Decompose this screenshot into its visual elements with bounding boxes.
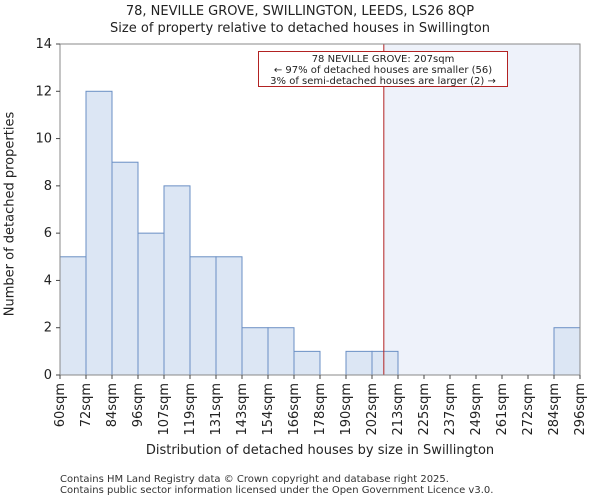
chart-title: 78, NEVILLE GROVE, SWILLINGTON, LEEDS, L… xyxy=(125,4,475,19)
histogram-bar xyxy=(241,327,269,376)
annotation-line-2: ← 97% of detached houses are smaller (56… xyxy=(273,65,493,76)
y-tick-label: 12 xyxy=(35,84,52,99)
histogram-bar xyxy=(137,232,165,376)
x-tick-label: 107sqm xyxy=(157,383,172,436)
y-tick-label: 10 xyxy=(35,132,52,147)
histogram-bar xyxy=(215,256,243,376)
x-tick-label: 249sqm xyxy=(469,383,484,436)
x-tick-label: 96sqm xyxy=(131,383,146,427)
x-tick-label: 190sqm xyxy=(339,383,354,436)
x-tick-label: 166sqm xyxy=(287,383,302,436)
footer-licence: Contains public sector information licen… xyxy=(60,485,494,496)
histogram-bar xyxy=(371,350,399,376)
x-tick-label: 60sqm xyxy=(53,383,68,427)
y-axis-label: Number of detached properties xyxy=(2,111,18,317)
x-tick-label: 272sqm xyxy=(521,383,536,436)
x-tick-label: 296sqm xyxy=(573,383,588,436)
highlight-region xyxy=(383,44,580,375)
x-axis-label: Distribution of detached houses by size … xyxy=(145,443,495,458)
footer-copyright: Contains HM Land Registry data © Crown c… xyxy=(60,474,449,485)
y-tick-label: 14 xyxy=(35,37,52,52)
x-tick-label: 143sqm xyxy=(235,383,250,436)
annotation-line-3: 3% of semi-detached houses are larger (2… xyxy=(270,76,496,87)
property-annotation-box: 78 NEVILLE GROVE: 207sqm ← 97% of detach… xyxy=(258,51,508,87)
chart-subtitle: Size of property relative to detached ho… xyxy=(110,21,490,36)
histogram-bar xyxy=(163,185,191,376)
x-tick-label: 225sqm xyxy=(417,383,432,436)
y-tick-label: 0 xyxy=(44,368,52,383)
y-tick-label: 6 xyxy=(44,226,52,241)
x-tick-label: 213sqm xyxy=(391,383,406,436)
y-tick-label: 2 xyxy=(44,321,52,336)
histogram-bar xyxy=(111,161,139,376)
x-tick-label: 237sqm xyxy=(443,383,458,436)
x-tick-label: 119sqm xyxy=(183,383,198,436)
y-tick-label: 8 xyxy=(44,179,52,194)
x-tick-label: 261sqm xyxy=(495,383,510,436)
histogram-bar xyxy=(553,327,581,376)
annotation-line-1: 78 NEVILLE GROVE: 207sqm xyxy=(311,54,455,65)
x-tick-label: 72sqm xyxy=(79,383,94,427)
histogram-bar xyxy=(59,256,87,376)
histogram-bar xyxy=(345,350,373,376)
histogram-bar xyxy=(189,256,217,376)
x-tick-label: 284sqm xyxy=(547,383,562,436)
histogram-bar xyxy=(293,350,321,376)
x-tick-label: 84sqm xyxy=(105,383,120,427)
y-tick-label: 4 xyxy=(44,273,52,288)
x-tick-label: 178sqm xyxy=(313,383,328,436)
histogram-bar xyxy=(85,90,113,376)
x-tick-label: 202sqm xyxy=(365,383,380,436)
x-tick-label: 131sqm xyxy=(209,383,224,436)
x-tick-label: 154sqm xyxy=(261,383,276,436)
histogram-bar xyxy=(267,327,295,376)
